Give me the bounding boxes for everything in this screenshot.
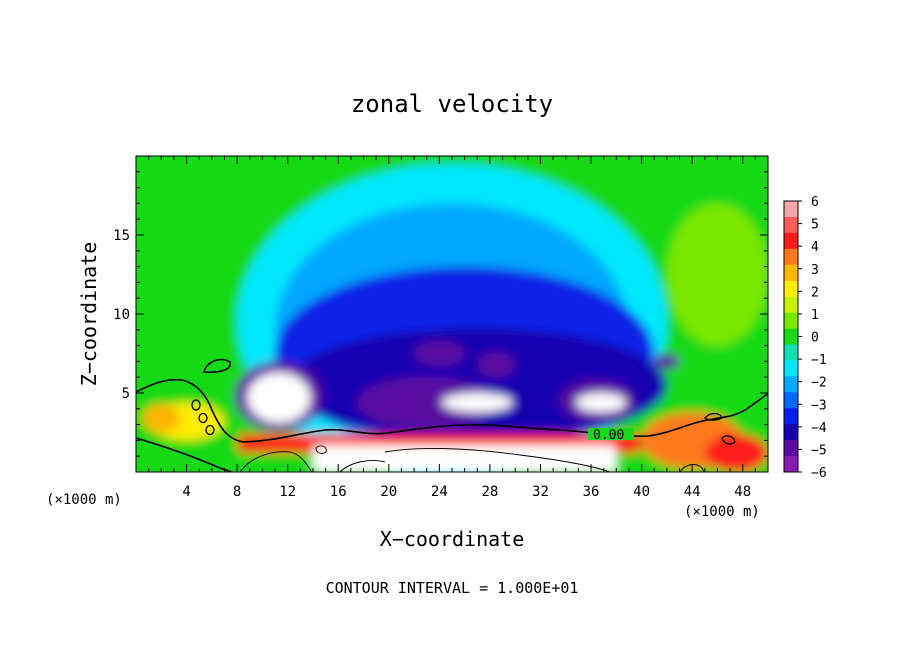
y-tick-label: 10 [113, 307, 130, 323]
colorbar-swatch [784, 312, 798, 329]
zero-contour-loop [191, 399, 201, 411]
x-tick-label: 44 [684, 484, 701, 500]
zero-contour-loop [721, 435, 736, 445]
colorbar-label: 0 [811, 331, 819, 346]
velocity-field [136, 156, 768, 472]
field-region [247, 372, 311, 424]
y-axis-label: Z−coordinate [77, 242, 101, 387]
y-tick-label: 5 [122, 386, 130, 402]
zero-contour-line [136, 378, 768, 443]
plot-area: 0.00 [136, 156, 768, 472]
colorbar-swatch [784, 201, 798, 218]
colorbar-label: −6 [811, 466, 827, 481]
colorbar-label: 4 [811, 240, 819, 255]
x-tick-label: 28 [481, 484, 498, 500]
colorbar-label: 6 [811, 195, 819, 210]
x-tick-label: 32 [532, 484, 549, 500]
zero-contour-loop [704, 412, 723, 421]
x-tick-label: 8 [233, 484, 241, 500]
contour-label: 0.00 [593, 428, 624, 443]
colorbar-swatch [784, 232, 798, 250]
x-tick-label: 16 [330, 484, 347, 500]
zero-contour-loop [198, 412, 208, 424]
colorbar-swatch [784, 248, 798, 266]
field-region [666, 203, 768, 346]
colorbar-swatch [784, 264, 798, 282]
zero-contour-loop [203, 358, 231, 373]
colorbar-label: 1 [811, 308, 819, 323]
colorbar-label: −3 [811, 398, 827, 413]
colorbar-swatch [784, 456, 798, 473]
colorbar-swatch [784, 392, 798, 409]
field-region [357, 377, 497, 428]
zero-contour-loop [205, 424, 215, 436]
x-unit-label-right: (×1000 m) [684, 504, 760, 520]
field-region [477, 351, 516, 378]
thin-contour [384, 447, 611, 472]
field-region [575, 393, 627, 412]
colorbar-label: −2 [811, 376, 827, 391]
x-axis-label: X−coordinate [380, 527, 525, 551]
zero-contour [136, 358, 768, 472]
field-region [704, 434, 768, 472]
field-region [414, 340, 465, 367]
thin-contour [339, 460, 386, 472]
colorbar-swatch [784, 376, 798, 393]
field-region [441, 393, 513, 412]
x-tick-label: 4 [182, 484, 190, 500]
x-tick-label: 36 [583, 484, 600, 500]
thin-contour [315, 445, 327, 454]
field-region [654, 353, 680, 370]
colorbar: 6 5 4 3 2 1 0 −1 −2 −3 −4 −5 −6 [783, 195, 827, 481]
x-tick-label: 20 [380, 484, 397, 500]
colorbar-swatch [784, 344, 798, 361]
zero-contour-line [136, 437, 233, 472]
field-region [142, 404, 181, 433]
colorbar-label: 5 [811, 218, 819, 233]
x-tick-label: 40 [633, 484, 650, 500]
colorbar-label: −5 [811, 443, 827, 458]
colorbar-swatch [784, 440, 798, 457]
colorbar-swatch [784, 280, 798, 297]
contour-interval-note: CONTOUR INTERVAL = 1.000E+01 [326, 579, 579, 597]
colorbar-swatch [784, 408, 798, 425]
x-unit-label: (×1000 m) [46, 492, 122, 508]
colorbar-swatch [784, 424, 798, 441]
x-tick-label: 24 [431, 484, 448, 500]
colorbar-swatch [784, 296, 798, 313]
colorbar-label: −4 [811, 421, 827, 436]
thin-contour [239, 451, 313, 472]
x-tick-label: 48 [734, 484, 751, 500]
colorbar-label: 3 [811, 263, 819, 278]
x-tick-label: 12 [279, 484, 296, 500]
colorbar-label: 2 [811, 285, 819, 300]
chart-title: zonal velocity [351, 90, 553, 118]
y-tick-label: 15 [113, 228, 130, 244]
colorbar-swatch [784, 328, 798, 345]
colorbar-swatch [784, 216, 798, 234]
colorbar-swatch [784, 360, 798, 377]
colorbar-label: −1 [811, 353, 827, 368]
contour-label-bg [588, 428, 634, 440]
